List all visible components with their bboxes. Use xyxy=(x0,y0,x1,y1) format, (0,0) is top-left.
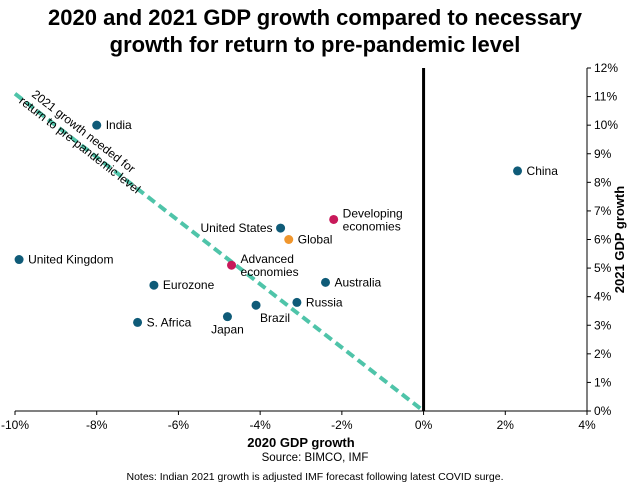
point-brazil xyxy=(251,300,261,310)
point-label-united-kingdom: United Kingdom xyxy=(28,253,113,267)
point-label-line: United States xyxy=(201,221,273,235)
y-tick-label: 2% xyxy=(594,347,612,361)
point-advanced-economies xyxy=(227,260,237,270)
chart-title-line-1: 2020 and 2021 GDP growth compared to nec… xyxy=(48,5,582,30)
point-label-united-states: United States xyxy=(201,221,273,235)
threshold-label: 2021 growth needed forreturn to pre-pand… xyxy=(16,83,151,196)
y-tick-label: 12% xyxy=(594,61,618,75)
point-label-eurozone: Eurozone xyxy=(163,278,215,292)
point-label-china: China xyxy=(527,164,559,178)
point-label-australia: Australia xyxy=(335,275,382,289)
y-tick-label: 10% xyxy=(594,118,618,132)
point-india xyxy=(92,120,102,130)
chart-title-line-2: growth for return to pre-pandemic level xyxy=(109,32,521,57)
y-tick-label: 4% xyxy=(594,290,612,304)
y-tick-label: 9% xyxy=(594,147,612,161)
x-tick-label: 4% xyxy=(578,418,596,432)
y-tick-label: 11% xyxy=(594,90,617,104)
point-united-states xyxy=(276,223,286,233)
point-china xyxy=(513,166,523,176)
point-label-line: Australia xyxy=(335,275,382,289)
point-label-developing-economies: Developing economies xyxy=(343,206,403,233)
x-tick-label: -8% xyxy=(86,418,108,432)
y-tick-label: 5% xyxy=(594,261,612,275)
point-label-advanced-economies: Advanced economies xyxy=(241,252,299,279)
chart-title: 2020 and 2021 GDP growth compared to nec… xyxy=(0,4,630,58)
point-label-line: Japan xyxy=(211,323,244,337)
point-japan xyxy=(222,312,232,322)
point-eurozone xyxy=(149,280,159,290)
point-label-india: India xyxy=(106,118,132,132)
x-axis-title: 2020 GDP growth xyxy=(247,435,354,450)
y-tick-label: 8% xyxy=(594,175,612,189)
threshold-label-line: return to pre-pandemic level xyxy=(16,94,143,197)
point-label-line: Brazil xyxy=(260,311,290,325)
point-australia xyxy=(321,277,331,287)
x-tick-label: 2% xyxy=(497,418,515,432)
point-label-line: Russia xyxy=(306,295,343,309)
point-label-line: economies xyxy=(241,265,299,279)
point-label-line: Eurozone xyxy=(163,278,215,292)
y-tick-label: 7% xyxy=(594,204,612,218)
point-label-line: Advanced xyxy=(241,252,294,266)
x-tick-label: -10% xyxy=(1,418,29,432)
point-developing-economies xyxy=(329,214,339,224)
y-tick-label: 0% xyxy=(594,404,612,418)
point-s-africa xyxy=(133,317,143,327)
point-label-line: Developing xyxy=(343,206,403,220)
x-tick-label: -2% xyxy=(331,418,353,432)
threshold-line xyxy=(13,92,425,413)
x-tick-label: 0% xyxy=(415,418,433,432)
y-tick-label: 3% xyxy=(594,318,612,332)
y-tick-label: 1% xyxy=(594,375,612,389)
y-axis-title: 2021 GDP growth xyxy=(612,186,627,293)
point-global xyxy=(284,235,294,244)
point-label-line: China xyxy=(527,164,559,178)
source-note: Source: BIMCO, IMF xyxy=(261,452,369,464)
point-label-line: India xyxy=(106,118,132,132)
footnote: Notes: Indian 2021 growth is adjusted IM… xyxy=(126,471,504,483)
point-label-japan: Japan xyxy=(211,323,244,337)
point-label-line: Global xyxy=(298,233,333,247)
point-label-line: United Kingdom xyxy=(28,253,113,267)
x-tick-label: -4% xyxy=(249,418,271,432)
point-label-s-africa: S. Africa xyxy=(147,315,192,329)
x-tick-label: -6% xyxy=(168,418,190,432)
point-label-brazil: Brazil xyxy=(260,311,290,325)
point-united-kingdom xyxy=(14,255,24,265)
point-label-line: S. Africa xyxy=(147,315,192,329)
point-label-line: economies xyxy=(343,219,401,233)
point-label-global: Global xyxy=(298,233,333,247)
point-russia xyxy=(292,297,302,307)
y-tick-label: 6% xyxy=(594,233,612,247)
point-label-russia: Russia xyxy=(306,295,343,309)
